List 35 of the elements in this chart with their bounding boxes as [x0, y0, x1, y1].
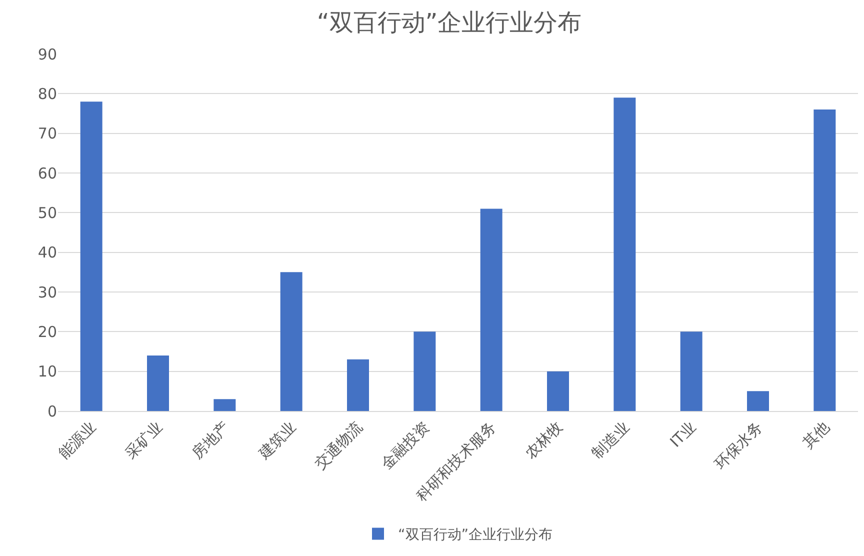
- y-tick-label: 80: [38, 84, 57, 103]
- x-tick-label: 建筑业: [254, 418, 300, 464]
- x-tick-label: IT业: [666, 418, 700, 451]
- bar: [147, 355, 169, 411]
- y-tick-label: 50: [38, 204, 57, 222]
- legend-label: “双百行动”企业行业分布: [398, 527, 553, 544]
- bar: [214, 399, 236, 411]
- bar: [280, 272, 302, 411]
- y-tick-label: 0: [47, 402, 57, 420]
- x-tick-label: 其他: [798, 418, 833, 452]
- y-tick-label: 70: [38, 124, 57, 143]
- bar: [614, 98, 636, 411]
- x-tick-label: 交通物流: [310, 418, 366, 474]
- y-tick-label: 30: [38, 283, 57, 302]
- bar: [80, 102, 102, 411]
- bar: [814, 110, 836, 411]
- bar: [747, 391, 769, 411]
- x-tick-label: 能源业: [54, 418, 100, 462]
- x-tick-label: 农林牧: [522, 418, 566, 462]
- bar: [480, 208, 502, 411]
- x-tick-label: 制造业: [588, 418, 633, 462]
- x-tick-label: 金融投资: [378, 418, 433, 474]
- y-tick-label: 90: [38, 45, 57, 64]
- x-tick-label: 房地产: [188, 418, 233, 462]
- y-tick-label: 40: [38, 244, 57, 262]
- bar: [414, 332, 436, 411]
- bar: [347, 359, 369, 411]
- x-tick-label: 环保水务: [710, 418, 766, 474]
- bar: [547, 371, 569, 411]
- chart-title: “双百行动”企业行业分布: [316, 8, 582, 37]
- y-tick-label: 60: [38, 164, 57, 182]
- bar: [680, 332, 702, 411]
- x-tick-label: 采矿业: [122, 418, 166, 462]
- y-tick-label: 10: [38, 362, 57, 381]
- y-tick-label: 20: [38, 322, 57, 341]
